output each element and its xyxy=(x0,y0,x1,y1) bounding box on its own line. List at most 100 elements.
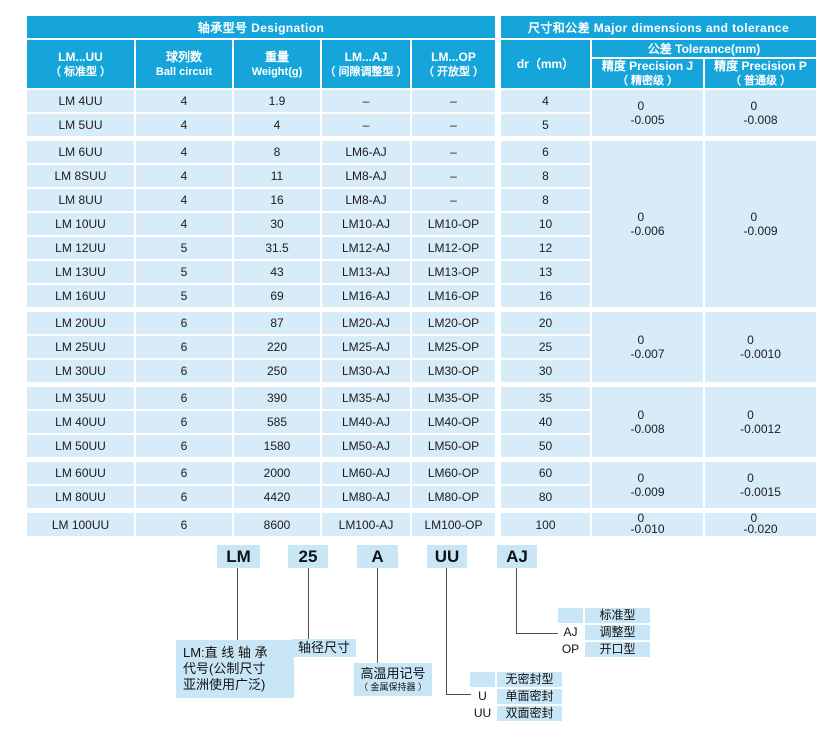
type-row: 标准型 xyxy=(558,608,650,623)
cell-op-model: LM10-OP xyxy=(409,211,500,237)
cell-dr: 10 xyxy=(495,211,593,237)
cell-model: LM 25UU xyxy=(25,334,136,360)
cell-op-model: – xyxy=(409,112,500,140)
tol-j-lower: -0.005 xyxy=(630,113,665,127)
cell-tolerance-p: 0 -0.0015 xyxy=(703,457,819,512)
col-header-op: LM...OP （ 开放型 ） xyxy=(409,38,500,90)
table-row: LM 80UU 6 4420 LM80-AJ LM80-OP 80 xyxy=(25,484,817,512)
type-label: 标准型 xyxy=(585,608,650,623)
cell-model: LM 8UU xyxy=(25,187,136,213)
table-row: LM 100UU 6 8600 LM100-AJ LM100-OP 100 0-… xyxy=(25,508,819,538)
cell-model: LM 4UU xyxy=(25,88,136,114)
cell-model: LM 35UU xyxy=(25,382,136,411)
type-code xyxy=(558,608,583,623)
tol-j-lower: -0.010 xyxy=(630,522,665,536)
aj-type-table: 标准型 AJ 调整型 OP 开口型 xyxy=(558,608,650,659)
cell-aj-model: LM8-AJ xyxy=(320,163,412,189)
cell-tolerance-p: 0 -0.009 xyxy=(703,136,819,311)
col-header-balls-line1: 球列数 xyxy=(165,49,202,64)
cell-tolerance-j: 0 -0.008 xyxy=(590,382,706,461)
cell-tolerance-p: 0 -0.0012 xyxy=(703,382,819,461)
lm-note-line3: 亚洲使用广泛) xyxy=(183,677,266,692)
connector-line-aj-horizontal xyxy=(516,633,558,634)
cell-tolerance-j: 0 -0.009 xyxy=(590,457,706,512)
shaft-diameter-note: 轴径尺寸 xyxy=(292,639,356,657)
dimensions-band: 尺寸和公差 Major dimensions and tolerance xyxy=(495,14,819,40)
col-header-aj-line2: （ 间隙调整型 ） xyxy=(324,65,408,78)
table-row: LM 8UU 4 16 LM8-AJ – 8 xyxy=(25,187,817,213)
cell-dr: 12 xyxy=(495,235,593,261)
tol-j-lower: -0.006 xyxy=(630,224,665,238)
cell-model: LM 8SUU xyxy=(25,163,136,189)
cell-ball-circuit: 6 xyxy=(134,409,234,435)
cell-weight: 8600 xyxy=(232,508,322,538)
cell-weight: 11 xyxy=(232,163,322,189)
cell-aj-model: LM13-AJ xyxy=(320,259,412,285)
cell-weight: 585 xyxy=(232,409,322,435)
tol-j-upper: 0 xyxy=(637,99,645,113)
table-row: LM 13UU 5 43 LM13-AJ LM13-OP 13 xyxy=(25,259,817,285)
cell-dr: 50 xyxy=(495,433,593,461)
type-row: 无密封型 xyxy=(470,672,562,687)
cell-aj-model: LM60-AJ xyxy=(320,457,412,486)
cell-aj-model: LM40-AJ xyxy=(320,409,412,435)
cell-weight: 2000 xyxy=(232,457,322,486)
cell-ball-circuit: 5 xyxy=(134,259,234,285)
cell-weight: 43 xyxy=(232,259,322,285)
cell-op-model: LM40-OP xyxy=(409,409,500,435)
precision-j-line1: 精度 Precision J xyxy=(601,59,694,73)
cell-ball-circuit: 6 xyxy=(134,358,234,386)
seal-type-table: 无密封型 U 单面密封 UU 双面密封 xyxy=(470,672,562,723)
lm-note-line2: 代号(公制尺寸 xyxy=(183,661,266,676)
cell-dr: 13 xyxy=(495,259,593,285)
cell-ball-circuit: 6 xyxy=(134,433,234,461)
cell-weight: 16 xyxy=(232,187,322,213)
col-header-op-line2: （ 开放型 ） xyxy=(422,65,485,78)
cell-aj-model: LM100-AJ xyxy=(320,508,412,538)
cell-op-model: LM25-OP xyxy=(409,334,500,360)
cell-ball-circuit: 4 xyxy=(134,88,234,114)
cell-dr: 30 xyxy=(495,358,593,386)
tol-p-upper: 0 xyxy=(750,99,758,113)
cell-weight: 220 xyxy=(232,334,322,360)
cell-ball-circuit: 5 xyxy=(134,235,234,261)
cell-dr: 40 xyxy=(495,409,593,435)
cell-model: LM 16UU xyxy=(25,283,136,311)
table-row: LM 6UU 4 8 LM6-AJ – 6 0 -0.006 0 -0.009 xyxy=(25,136,819,311)
type-label: 无密封型 xyxy=(497,672,562,687)
tol-p-lower: -0.0012 xyxy=(740,422,781,436)
cell-aj-model: LM6-AJ xyxy=(320,136,412,165)
type-row: U 单面密封 xyxy=(470,689,562,704)
type-label: 双面密封 xyxy=(497,706,562,721)
col-header-aj: LM...AJ （ 间隙调整型 ） xyxy=(320,38,412,90)
tol-j-lower: -0.009 xyxy=(630,485,665,499)
tolerance-band: 公差 Tolerance(mm) xyxy=(590,38,819,59)
cell-weight: 30 xyxy=(232,211,322,237)
cell-tolerance-j: 0 -0.005 xyxy=(590,88,706,140)
col-header-op-line1: LM...OP xyxy=(431,49,476,64)
cell-tolerance-j: 0 -0.007 xyxy=(590,307,706,386)
cell-model: LM 13UU xyxy=(25,259,136,285)
tol-p-lower: -0.0015 xyxy=(740,485,781,499)
header-row-3: 精度 Precision J （ 精密级 ） 精度 Precision P （ … xyxy=(26,57,819,90)
type-label: 调整型 xyxy=(585,625,650,640)
high-temp-note-line1: 高温用记号 xyxy=(360,666,426,681)
type-label: 单面密封 xyxy=(497,689,562,704)
cell-weight: 69 xyxy=(232,283,322,311)
cell-tolerance-p: 0 -0.0010 xyxy=(703,307,819,386)
table-row: LM 4UU 4 1.9 – – 4 0 -0.005 0 -0.008 xyxy=(25,88,819,140)
type-code: AJ xyxy=(563,625,578,639)
precision-p-line2: （ 普通级 ） xyxy=(729,75,792,87)
col-header-model: LM...UU （ 标准型 ） xyxy=(25,38,136,90)
cell-dr: 80 xyxy=(495,484,593,512)
cell-tolerance-j: 0 -0.010 xyxy=(590,508,706,538)
col-header-precision-j: 精度 Precision J （ 精密级 ） xyxy=(590,57,706,90)
cell-ball-circuit: 6 xyxy=(134,382,234,411)
tol-p-lower: -0.008 xyxy=(743,113,778,127)
cell-ball-circuit: 6 xyxy=(134,307,234,336)
precision-j-line2: （ 精密级 ） xyxy=(616,75,679,87)
table-row: LM 10UU 4 30 LM10-AJ LM10-OP 10 xyxy=(25,211,817,237)
cell-ball-circuit: 4 xyxy=(134,112,234,140)
table-row: LM 30UU 6 250 LM30-AJ LM30-OP 30 xyxy=(25,358,817,386)
